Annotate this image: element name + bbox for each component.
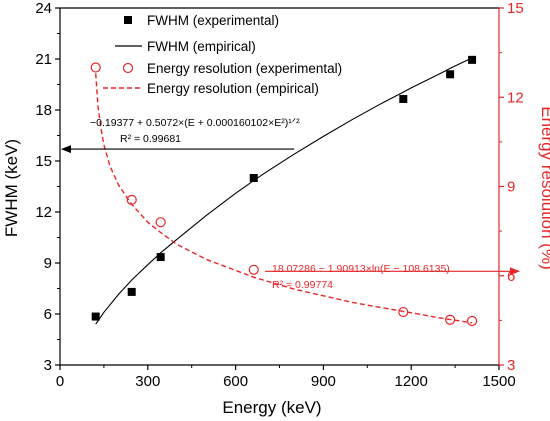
- x-tick-label: 300: [135, 373, 160, 390]
- x-tick-label: 1500: [482, 373, 515, 390]
- fwhm-experimental-point: [446, 70, 455, 79]
- fwhm-experimental-point: [468, 55, 477, 64]
- legend-marker-resolution-experimental: [122, 62, 134, 74]
- x-tick-label: 0: [56, 373, 64, 390]
- resolution-experimental-point: [155, 217, 166, 228]
- y-axis-title-right: Energy resolution (%): [538, 106, 550, 269]
- annotation-resolution-formula: 18.07286 − 1.90913×ln(E − 108.6135): [272, 263, 450, 275]
- y-right-tick-label: 9: [507, 179, 515, 196]
- x-axis-title: Energy (keV): [222, 398, 321, 417]
- resolution-experimental-point: [90, 62, 101, 73]
- annotation-fwhm-formula: −0.19377 + 0.5072×(E + 0.000160102×E²)¹ᐟ…: [90, 117, 300, 129]
- fwhm-empirical-line: [95, 58, 470, 325]
- resolution-empirical-line: [95, 73, 473, 324]
- legend-marker-fwhm-experimental: [124, 16, 132, 24]
- annotations-layer: −0.19377 + 0.5072×(E + 0.000160102×E²)¹ᐟ…: [61, 117, 520, 291]
- y-right-tick-label: 15: [507, 0, 524, 17]
- series-layer: [90, 55, 478, 327]
- x-tick-label: 1200: [395, 373, 428, 390]
- legend-label-resolution-experimental: Energy resolution (experimental): [147, 61, 342, 76]
- x-tick-label: 600: [223, 373, 248, 390]
- y-left-tick-label: 3: [44, 357, 52, 374]
- y-left-tick-label: 21: [35, 51, 52, 68]
- legend-label-fwhm-experimental: FWHM (experimental): [147, 13, 279, 28]
- x-tick-label: 900: [311, 373, 336, 390]
- y-right-tick-label: 3: [507, 357, 515, 374]
- y-left-tick-label: 6: [44, 306, 52, 323]
- annotation-fwhm-r2: R² = 0.99681: [120, 133, 181, 145]
- fwhm-experimental-point: [399, 94, 408, 103]
- y-left-tick-label: 15: [35, 153, 52, 170]
- y-axis-title-left: FWHM (keV): [2, 139, 21, 237]
- y-left-tick-label: 24: [35, 0, 52, 17]
- fwhm-experimental-point: [91, 312, 100, 321]
- resolution-experimental-point: [248, 264, 259, 275]
- y-right-tick-label: 12: [507, 89, 524, 106]
- annotation-resolution-r2: R² = 0.99774: [272, 279, 333, 291]
- legend: FWHM (experimental) FWHM (empirical) Ene…: [103, 13, 342, 96]
- y-left-tick-label: 12: [35, 204, 52, 221]
- fwhm-experimental-point: [127, 287, 136, 296]
- y-right-tick-label: 6: [507, 268, 515, 285]
- fwhm-experimental-point: [249, 174, 258, 182]
- legend-label-fwhm-empirical: FWHM (empirical): [147, 39, 256, 54]
- y-left-tick-label: 9: [44, 255, 52, 272]
- axis-titles: Energy (keV) FWHM (keV) Energy resolutio…: [2, 106, 550, 417]
- resolution-experimental-point: [466, 315, 478, 327]
- legend-label-resolution-empirical: Energy resolution (empirical): [147, 81, 319, 96]
- fwhm-experimental-point: [156, 253, 165, 262]
- y-left-tick-label: 18: [35, 102, 52, 119]
